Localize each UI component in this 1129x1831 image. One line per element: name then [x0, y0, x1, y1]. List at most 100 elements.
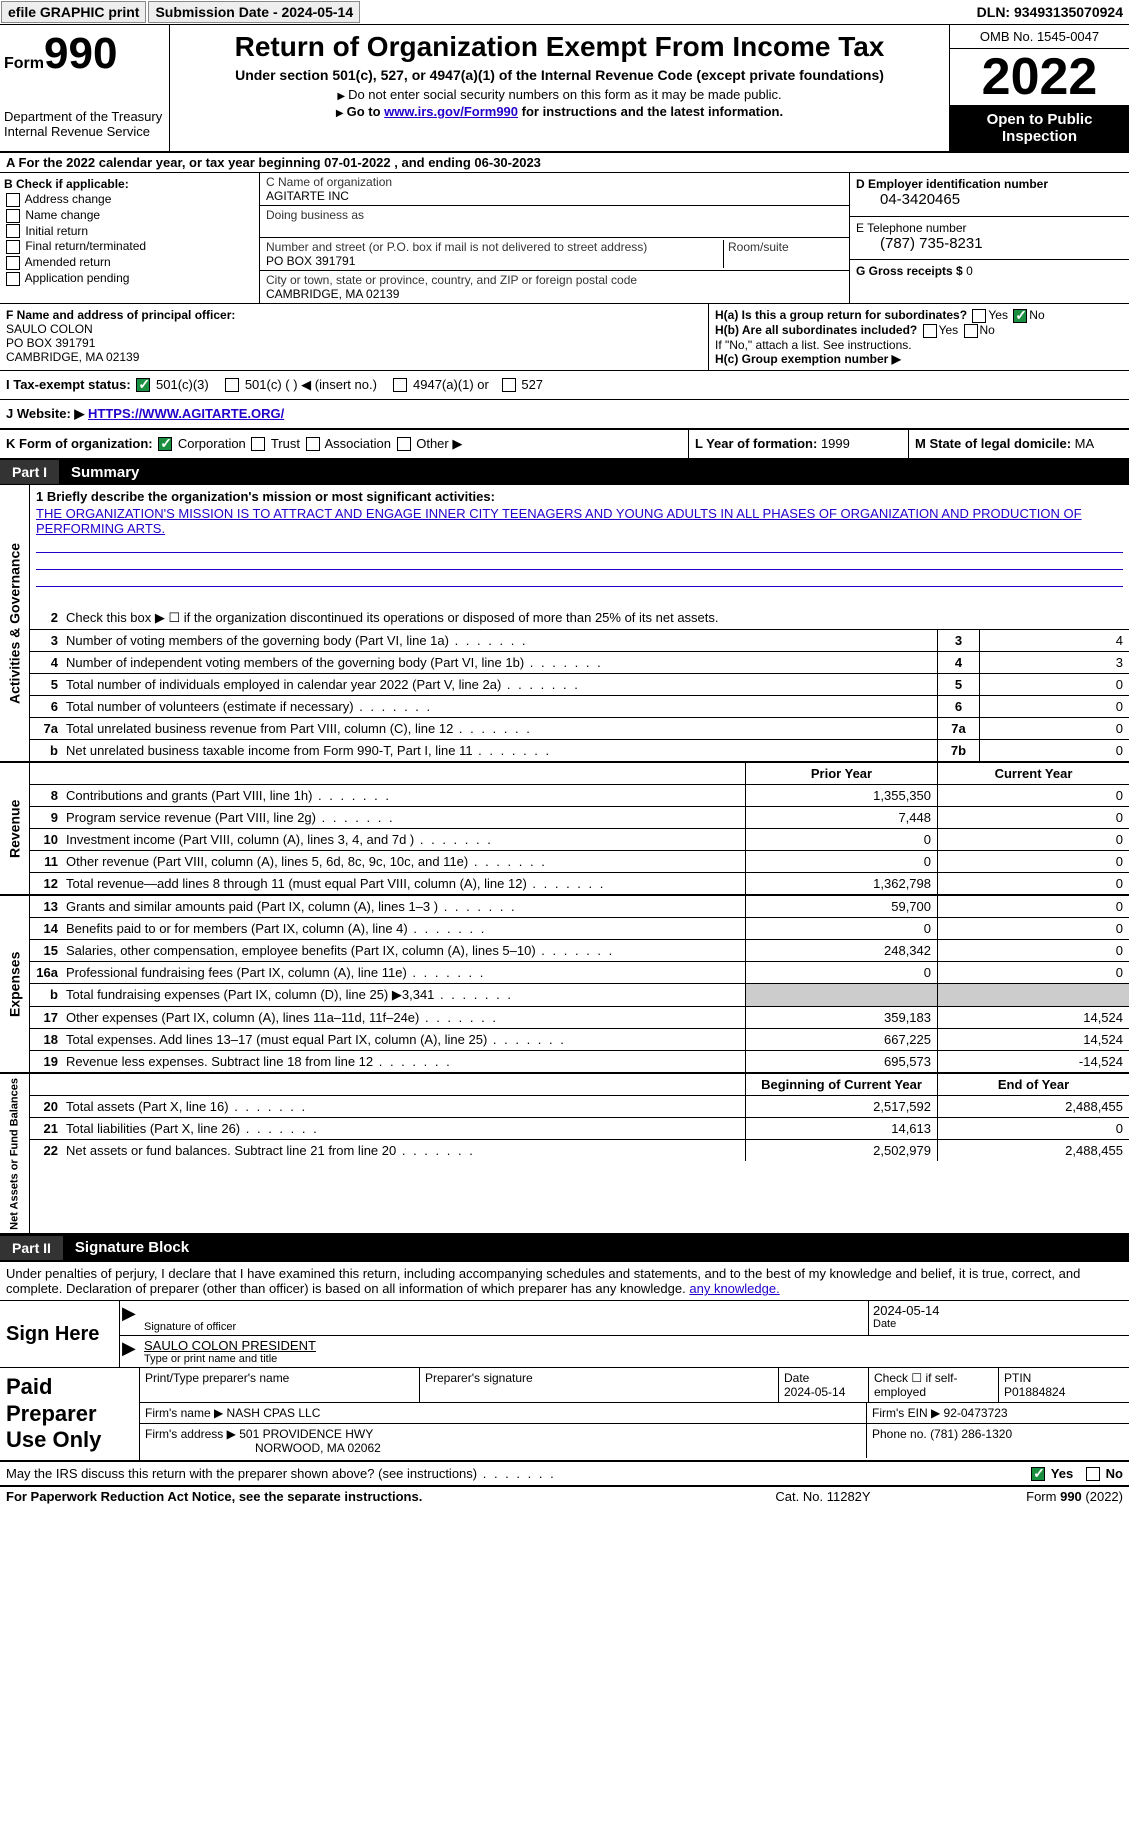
ptin-value: P01884824 [1004, 1385, 1065, 1399]
sig-date-label: Date [873, 1318, 1125, 1330]
ein-value: 04-3420465 [856, 191, 960, 208]
table-row: 12Total revenue—add lines 8 through 11 (… [30, 873, 1129, 894]
sign-here-label: Sign Here [0, 1301, 120, 1367]
form-id-block: Form990 Department of the Treasury Inter… [0, 25, 170, 151]
arrow-icon: ▶ [120, 1301, 140, 1335]
prep-date: 2024-05-14 [784, 1385, 845, 1399]
row-i-tax-status: I Tax-exempt status: 501(c)(3) 501(c) ( … [0, 371, 1129, 400]
sig-officer-label: Signature of officer [144, 1321, 864, 1333]
tab-revenue: Revenue [0, 763, 30, 894]
expenses-body: 13Grants and similar amounts paid (Part … [30, 896, 1129, 1072]
hb-no[interactable] [964, 324, 978, 338]
may-discuss-question: May the IRS discuss this return with the… [6, 1466, 1029, 1482]
efile-print-button[interactable]: efile GRAPHIC print [1, 1, 146, 23]
org-name: AGITARTE INC [266, 189, 349, 203]
domicile-label: M State of legal domicile: [915, 436, 1071, 451]
cb-app-pending[interactable]: Application pending [4, 271, 255, 286]
ha-yes[interactable] [972, 309, 986, 323]
firm-name-label: Firm's name ▶ [145, 1406, 223, 1420]
header-right: OMB No. 1545-0047 2022 Open to Public In… [949, 25, 1129, 151]
officer-addr1: PO BOX 391791 [6, 336, 95, 350]
sec-f-officer: F Name and address of principal officer:… [0, 304, 709, 370]
table-row: 6Total number of volunteers (estimate if… [30, 696, 1129, 718]
cb-trust[interactable] [251, 437, 265, 451]
table-row: 3Number of voting members of the governi… [30, 630, 1129, 652]
goto-pre: Go to [347, 104, 385, 119]
tax-status-label: I Tax-exempt status: [6, 377, 131, 392]
table-row: 11Other revenue (Part VIII, column (A), … [30, 851, 1129, 873]
part-2-title: Signature Block [75, 1235, 189, 1260]
row-k-form-org: K Form of organization: Corporation Trus… [0, 430, 1129, 460]
org-name-label: C Name of organization [266, 175, 392, 189]
footer-form: Form 990 (2022) [1026, 1489, 1123, 1504]
city-value: CAMBRIDGE, MA 02139 [266, 287, 399, 301]
ha-no[interactable] [1013, 309, 1027, 323]
firm-addr-label: Firm's address ▶ [145, 1427, 236, 1441]
city-label: City or town, state or province, country… [266, 273, 637, 287]
form-org-label: K Form of organization: [6, 436, 153, 451]
officer-addr2: CAMBRIDGE, MA 02139 [6, 350, 139, 364]
table-row: bNet unrelated business taxable income f… [30, 740, 1129, 761]
cb-501c3[interactable] [136, 378, 150, 392]
part-1-header: Part I Summary [0, 460, 1129, 485]
table-row: 14Benefits paid to or for members (Part … [30, 918, 1129, 940]
activities-governance-body: 1 Briefly describe the organization's mi… [30, 485, 1129, 761]
gross-label: G Gross receipts $ [856, 264, 963, 278]
tel-label: E Telephone number [856, 221, 967, 235]
year-formation-label: L Year of formation: [695, 436, 817, 451]
street-value: PO BOX 391791 [266, 254, 355, 268]
dln: DLN: 93493135070924 [971, 2, 1129, 22]
firm-addr2: NORWOOD, MA 02062 [255, 1441, 381, 1455]
footer-left: For Paperwork Reduction Act Notice, see … [6, 1489, 723, 1504]
firm-ein-label: Firm's EIN ▶ [872, 1406, 940, 1420]
cb-527[interactable] [502, 378, 516, 392]
cb-501c[interactable] [225, 378, 239, 392]
part-2-num: Part II [0, 1236, 63, 1260]
table-row: 5Total number of individuals employed in… [30, 674, 1129, 696]
website-link[interactable]: HTTPS://WWW.AGITARTE.ORG/ [88, 406, 284, 421]
cb-corp[interactable] [158, 437, 172, 451]
prep-name-label: Print/Type preparer's name [145, 1371, 289, 1385]
prep-self-emp[interactable]: Check ☐ if self-employed [874, 1371, 957, 1399]
col-end-year: End of Year [937, 1074, 1129, 1095]
row-a-period: A For the 2022 calendar year, or tax yea… [0, 153, 1129, 173]
firm-name: NASH CPAS LLC [227, 1406, 321, 1420]
gross-value: 0 [966, 264, 973, 278]
firm-phone-label: Phone no. [872, 1427, 927, 1441]
subtitle-2: Do not enter social security numbers on … [348, 87, 782, 102]
table-row: 7aTotal unrelated business revenue from … [30, 718, 1129, 740]
cb-assoc[interactable] [306, 437, 320, 451]
table-row: 17Other expenses (Part IX, column (A), l… [30, 1007, 1129, 1029]
tel-value: (787) 735-8231 [856, 235, 983, 252]
tab-expenses: Expenses [0, 896, 30, 1072]
col-c-org-info: C Name of organizationAGITARTE INC Doing… [260, 173, 849, 303]
cb-final-return[interactable]: Final return/terminated [4, 239, 255, 254]
name-title-label: Type or print name and title [144, 1353, 1125, 1365]
table-row: 19Revenue less expenses. Subtract line 1… [30, 1051, 1129, 1072]
open-inspection: Open to Public Inspection [950, 105, 1129, 151]
ein-label: D Employer identification number [856, 177, 1048, 191]
cb-amended-return[interactable]: Amended return [4, 255, 255, 270]
cb-initial-return[interactable]: Initial return [4, 224, 255, 239]
col-begin-year: Beginning of Current Year [745, 1074, 937, 1095]
any-knowledge-link[interactable]: any knowledge. [689, 1281, 779, 1296]
cb-other[interactable] [397, 437, 411, 451]
may-no[interactable] [1086, 1467, 1100, 1481]
submission-date: Submission Date - 2024-05-14 [148, 1, 360, 23]
arrow-icon: ▶ [120, 1336, 140, 1367]
may-yes[interactable] [1031, 1467, 1045, 1481]
cb-name-change[interactable]: Name change [4, 208, 255, 223]
top-bar: efile GRAPHIC print Submission Date - 20… [0, 0, 1129, 25]
subtitle-1: Under section 501(c), 527, or 4947(a)(1)… [178, 67, 941, 83]
revenue-body: Prior YearCurrent Year 8Contributions an… [30, 763, 1129, 894]
irs-link[interactable]: www.irs.gov/Form990 [384, 104, 518, 119]
page-footer: For Paperwork Reduction Act Notice, see … [0, 1487, 1129, 1506]
row-j-website: J Website: ▶ HTTPS://WWW.AGITARTE.ORG/ [0, 400, 1129, 430]
hb-yes[interactable] [923, 324, 937, 338]
cb-4947[interactable] [393, 378, 407, 392]
table-row: 15Salaries, other compensation, employee… [30, 940, 1129, 962]
table-row: 8Contributions and grants (Part VIII, li… [30, 785, 1129, 807]
street-label: Number and street (or P.O. box if mail i… [266, 240, 647, 254]
ptin-label: PTIN [1004, 1371, 1031, 1385]
cb-address-change[interactable]: Address change [4, 192, 255, 207]
